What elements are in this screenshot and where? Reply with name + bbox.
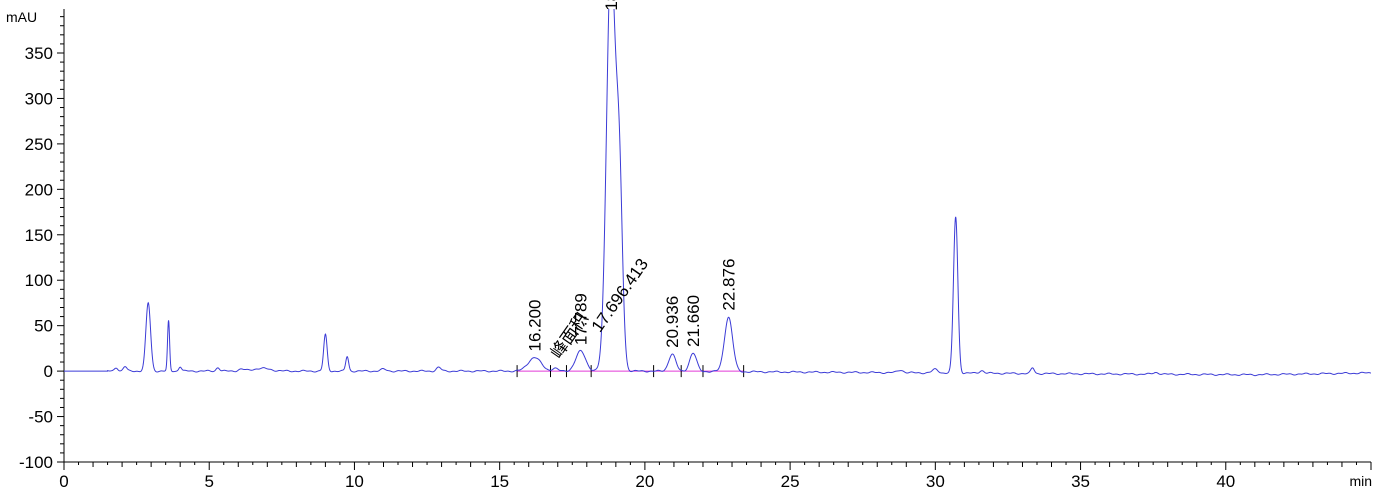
y-tick-label: 200: [25, 180, 53, 199]
y-tick-label: 0: [44, 362, 53, 381]
x-tick-label: 30: [926, 472, 945, 491]
y-unit-label: mAU: [6, 9, 37, 25]
x-tick-label: 15: [490, 472, 509, 491]
axes: [57, 9, 1372, 470]
peak-label: 21.660: [684, 295, 703, 347]
y-tick-label: 100: [25, 271, 53, 290]
y-tick-label: -100: [19, 453, 53, 472]
y-tick-label: 350: [25, 44, 53, 63]
y-tick-label: 150: [25, 226, 53, 245]
x-tick-label: 40: [1216, 472, 1235, 491]
x-tick-label: 25: [781, 472, 800, 491]
peak-label: 17.789: [572, 293, 591, 345]
peak-label: 17.696.413: [588, 255, 652, 336]
trace-layer: [64, 9, 1371, 378]
x-tick-label: 20: [635, 472, 654, 491]
x-tick-label: 10: [345, 472, 364, 491]
y-tick-label: 300: [25, 89, 53, 108]
y-tick-label: 250: [25, 135, 53, 154]
peak-labels: -100 -50 0 50 100 150 200 250 300 350 mAU 0 5 10 15 20 2…: [6, 0, 1372, 491]
peak-label: 22.876: [720, 259, 739, 311]
peak-label: 18.834: [602, 0, 621, 11]
peak-label: 20.936: [663, 296, 682, 348]
y-tick-label: -50: [28, 408, 53, 427]
x-tick-label: 35: [1071, 472, 1090, 491]
x-tick-label: 0: [59, 472, 68, 491]
y-tick-label: 50: [34, 317, 53, 336]
x-tick-label: 5: [204, 472, 213, 491]
x-unit-label: min: [1349, 473, 1372, 489]
chromatogram-trace: [64, 9, 1371, 377]
peak-label: 16.200: [526, 299, 545, 351]
